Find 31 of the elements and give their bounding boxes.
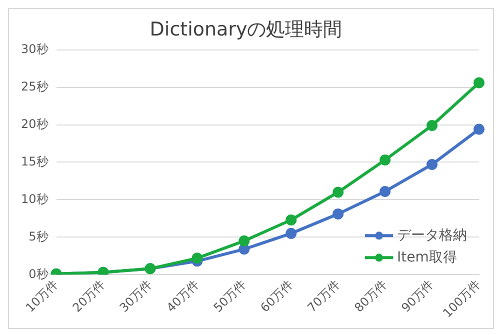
x-tick-label: 50万件 [210, 277, 248, 315]
y-tick-label: 5秒 [28, 229, 48, 244]
point [426, 120, 438, 131]
x-tick-label: 60万件 [258, 277, 296, 315]
x-tick-label: 40万件 [164, 277, 202, 315]
legend-label: Item取得 [397, 249, 457, 266]
point [474, 77, 484, 88]
point [286, 228, 297, 239]
point [474, 124, 484, 135]
point [380, 186, 391, 197]
y-tick-label: 15秒 [20, 154, 48, 168]
legend-label: データ格納 [397, 227, 467, 244]
point [380, 154, 391, 166]
point [238, 244, 250, 255]
y-tick-label: 25秒 [20, 79, 48, 94]
point [238, 235, 250, 246]
point [332, 208, 344, 220]
chart-title: Dictionaryの処理時間 [150, 18, 342, 40]
point [192, 252, 203, 264]
point [332, 186, 344, 198]
y-tick-label: 20秒 [20, 116, 48, 131]
x-tick-label: 20万件 [70, 277, 108, 315]
x-tick-label: 30万件 [116, 277, 155, 315]
x-tick-label: 90万件 [398, 277, 436, 315]
point [426, 158, 438, 170]
y-tick-label: 10秒 [20, 192, 48, 206]
x-tick-label: 80万件 [352, 277, 390, 315]
y-tick-label: 30秒 [20, 42, 48, 56]
y-tick-label: 0秒 [28, 266, 48, 281]
point [286, 214, 297, 226]
x-tick-label: 70万件 [304, 277, 342, 315]
